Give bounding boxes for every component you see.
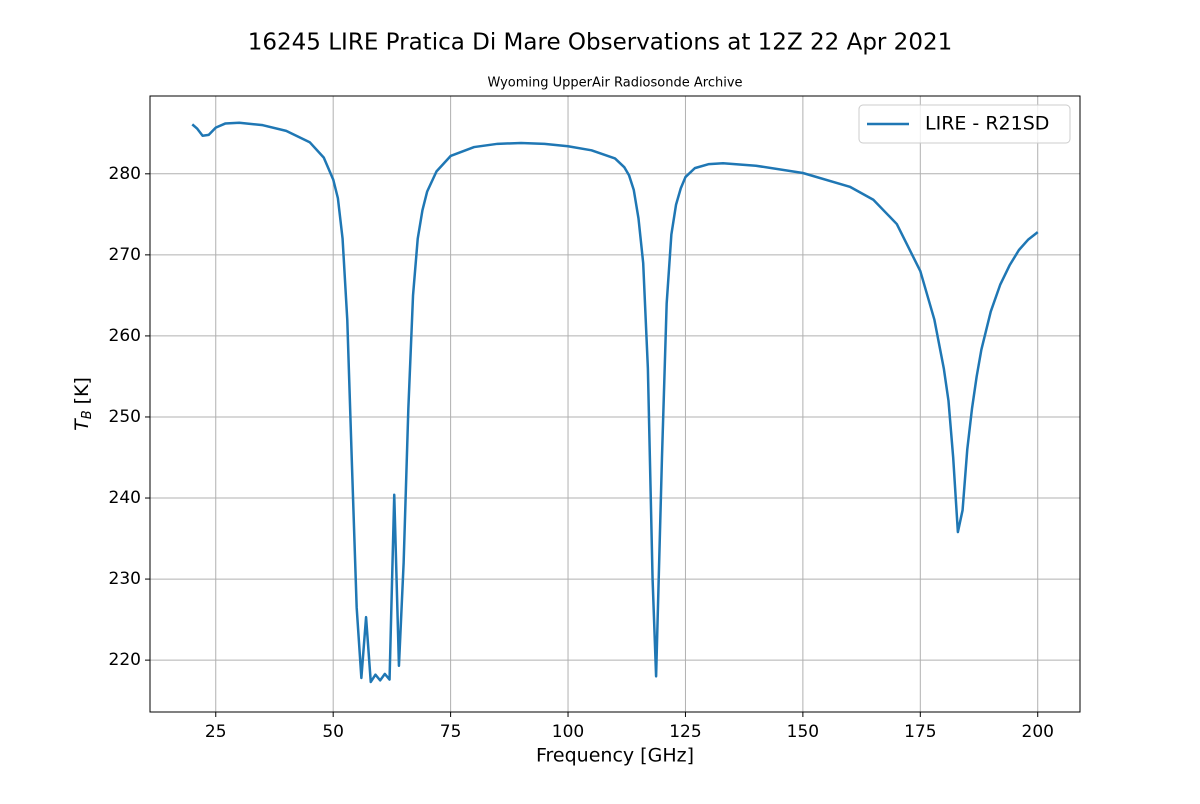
y-label-subscript: B bbox=[80, 410, 95, 419]
chart-title: 16245 LIRE Pratica Di Mare Observations … bbox=[248, 30, 952, 56]
y-tick-label: 250 bbox=[109, 407, 141, 427]
x-tick-label: 175 bbox=[904, 722, 936, 742]
plot-frame bbox=[149, 95, 1081, 713]
x-tick-label: 25 bbox=[205, 722, 227, 742]
y-tick-label: 270 bbox=[109, 245, 141, 265]
legend-label: LIRE - R21SD bbox=[925, 113, 1049, 135]
x-tick-label: 150 bbox=[787, 722, 819, 742]
y-tick-label: 260 bbox=[109, 326, 141, 346]
y-tick-label: 280 bbox=[109, 164, 141, 184]
x-tick-label: 75 bbox=[440, 722, 462, 742]
y-tick-label: 240 bbox=[109, 488, 141, 508]
y-tick-label: 230 bbox=[109, 569, 141, 589]
data-line bbox=[191, 121, 1039, 684]
x-tick-label: 50 bbox=[322, 722, 344, 742]
legend-box bbox=[858, 104, 1071, 144]
y-axis-label: TB [K] bbox=[71, 377, 95, 431]
x-axis-label: Frequency [GHz] bbox=[536, 745, 694, 767]
y-label-symbol: T bbox=[71, 418, 93, 431]
x-tick-label: 200 bbox=[1022, 722, 1054, 742]
y-tick-label: 220 bbox=[109, 650, 141, 670]
x-tick-label: 125 bbox=[669, 722, 701, 742]
y-label-unit: [K] bbox=[71, 377, 93, 404]
chart-subtitle: Wyoming UpperAir Radiosonde Archive bbox=[487, 76, 742, 91]
x-tick-label: 100 bbox=[552, 722, 584, 742]
